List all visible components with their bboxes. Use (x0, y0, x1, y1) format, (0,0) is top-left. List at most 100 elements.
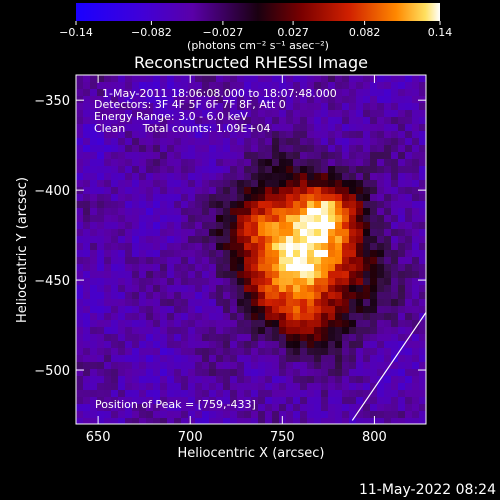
colorbar-ticks: −0.14 −0.082 −0.027 0.027 0.082 0.14 (59, 21, 452, 39)
heat-cell (419, 390, 426, 398)
heat-cell (160, 250, 168, 258)
heat-cell (195, 369, 203, 377)
heat-cell (391, 180, 399, 188)
heat-cell (125, 348, 133, 356)
heat-cell (153, 229, 161, 237)
heat-cell (118, 201, 126, 209)
heat-cell (223, 75, 231, 83)
heat-cell (300, 341, 308, 349)
heat-cell (181, 110, 189, 118)
heat-cell (230, 250, 238, 258)
heat-cell (307, 327, 315, 335)
heat-cell (265, 250, 273, 258)
heat-cell (167, 257, 175, 265)
heat-cell (146, 271, 154, 279)
heat-cell (146, 341, 154, 349)
heat-cell (300, 173, 308, 181)
heat-cell (384, 222, 392, 230)
heat-cell (160, 362, 168, 370)
heat-cell (153, 397, 161, 405)
heat-cell (237, 418, 245, 424)
heat-cell (286, 292, 294, 300)
heat-cell (216, 180, 224, 188)
heat-cell (244, 418, 252, 424)
heat-cell (265, 271, 273, 279)
heat-cell (209, 82, 217, 90)
heat-cell (377, 257, 385, 265)
heat-cell (258, 131, 266, 139)
heat-cell (111, 131, 119, 139)
heat-cell (265, 124, 273, 132)
heat-cell (181, 243, 189, 251)
heat-cell (97, 187, 105, 195)
heat-cell (412, 124, 420, 132)
heat-cell (111, 152, 119, 160)
heat-cell (76, 110, 84, 118)
heat-cell (412, 236, 420, 244)
heat-cell (188, 145, 196, 153)
heat-cell (202, 362, 210, 370)
heat-cell (419, 250, 426, 258)
heat-cell (251, 131, 259, 139)
heat-cell (363, 418, 371, 424)
heat-cell (342, 278, 350, 286)
heat-cell (230, 320, 238, 328)
heat-cell (377, 250, 385, 258)
heat-cell (335, 187, 343, 195)
heat-cell (216, 369, 224, 377)
heat-cell (237, 390, 245, 398)
heat-cell (244, 250, 252, 258)
heat-cell (342, 89, 350, 97)
heat-cell (174, 222, 182, 230)
heat-cell (377, 103, 385, 111)
heat-cell (391, 166, 399, 174)
heat-cell (132, 306, 140, 314)
heat-cell (286, 362, 294, 370)
heat-cell (125, 369, 133, 377)
heat-cell (279, 348, 287, 356)
heat-cell (146, 292, 154, 300)
heat-cell (97, 222, 105, 230)
heat-cell (223, 187, 231, 195)
heat-cell (132, 208, 140, 216)
heat-cell (97, 313, 105, 321)
heat-cell (286, 257, 294, 265)
heat-cell (300, 131, 308, 139)
heat-cell (391, 334, 399, 342)
heat-cell (265, 404, 273, 412)
heat-cell (160, 278, 168, 286)
heat-cell (132, 397, 140, 405)
heat-cell (293, 166, 301, 174)
heat-cell (160, 96, 168, 104)
heat-cell (377, 131, 385, 139)
heat-cell (209, 320, 217, 328)
heat-cell (153, 103, 161, 111)
heat-cell (202, 173, 210, 181)
heat-cell (258, 180, 266, 188)
heat-cell (391, 327, 399, 335)
heat-cell (286, 222, 294, 230)
heat-cell (398, 173, 406, 181)
heat-cell (174, 278, 182, 286)
heat-cell (139, 355, 147, 363)
heat-cell (377, 341, 385, 349)
heat-cell (335, 341, 343, 349)
heat-cell (83, 341, 91, 349)
heat-cell (188, 306, 196, 314)
heat-cell (209, 313, 217, 321)
heat-cell (209, 89, 217, 97)
heat-cell (223, 264, 231, 272)
heat-cell (279, 369, 287, 377)
heat-cell (405, 89, 413, 97)
heat-cell (328, 341, 336, 349)
heat-cell (111, 397, 119, 405)
heat-cell (272, 411, 280, 419)
heat-cell (335, 299, 343, 307)
heat-cell (398, 229, 406, 237)
heat-cell (321, 355, 329, 363)
heat-cell (377, 348, 385, 356)
heat-cell (279, 306, 287, 314)
heat-cell (321, 348, 329, 356)
heat-cell (265, 180, 273, 188)
heat-cell (265, 173, 273, 181)
